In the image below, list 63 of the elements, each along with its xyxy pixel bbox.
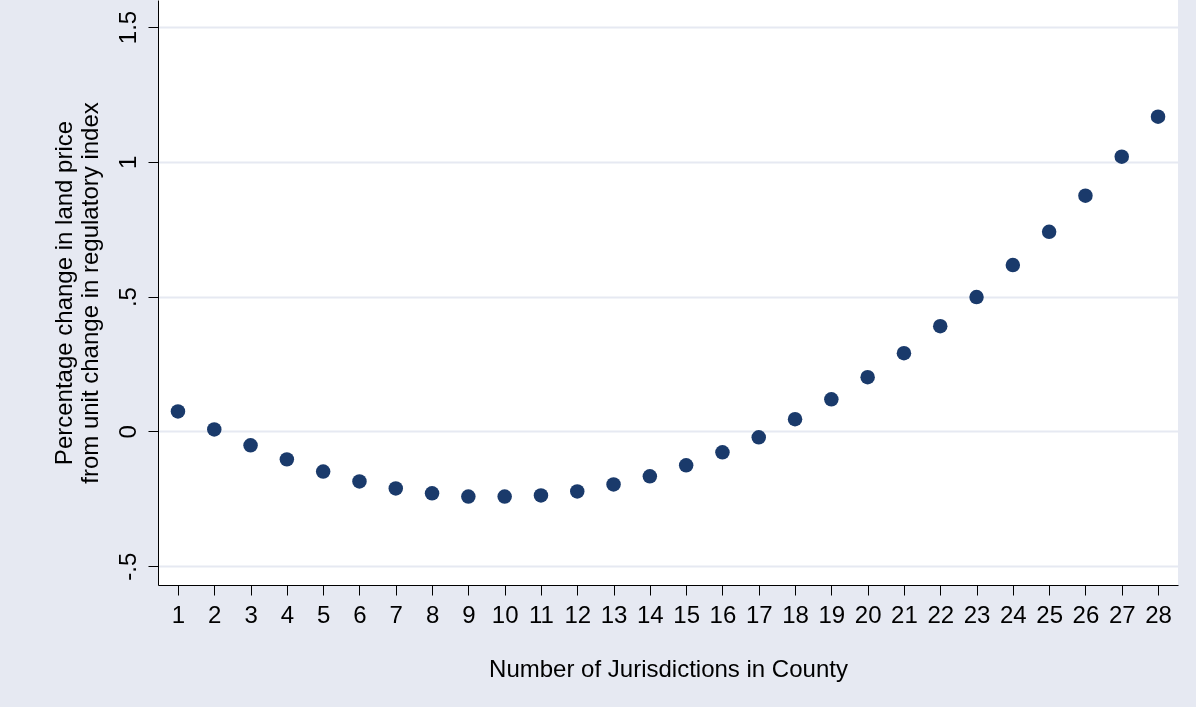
x-tick-label: 6 <box>353 600 367 628</box>
point <box>243 438 258 453</box>
x-tick-label: 18 <box>782 600 809 628</box>
x-tick-label: 2 <box>208 600 222 628</box>
x-tick-label: 4 <box>280 600 295 628</box>
point <box>570 484 585 499</box>
point <box>497 489 512 504</box>
x-tick-label: 20 <box>854 600 882 628</box>
x-tick-label: 16 <box>709 600 737 628</box>
y-tick-label: 0 <box>113 425 141 439</box>
point <box>533 488 549 503</box>
point <box>860 369 875 385</box>
point <box>751 430 766 445</box>
point <box>279 452 295 467</box>
point <box>315 464 331 479</box>
y-tick-label: 1 <box>113 155 141 169</box>
point <box>1005 257 1021 273</box>
x-tick-label: 10 <box>491 600 519 628</box>
x-tick-label: 3 <box>244 600 258 628</box>
x-tick-label: 7 <box>389 600 403 628</box>
point <box>824 392 839 407</box>
point <box>787 411 803 427</box>
x-tick-label: 15 <box>673 600 700 628</box>
x-tick-label: 28 <box>1145 600 1172 628</box>
point <box>170 404 186 419</box>
point <box>352 474 367 489</box>
x-tick-label: 27 <box>1108 600 1136 628</box>
x-tick-label: 26 <box>1072 600 1100 628</box>
point <box>1114 149 1129 164</box>
x-tick-label: 11 <box>528 600 554 628</box>
point <box>715 445 730 460</box>
x-tick-label: 1 <box>171 600 186 628</box>
x-tick-label: 25 <box>1036 600 1063 628</box>
point <box>1078 188 1093 203</box>
x-tick-label: 14 <box>637 600 664 628</box>
point <box>896 345 912 361</box>
x-tick-label: 19 <box>818 600 846 628</box>
y-axis-title: Percentage change in land price from unit change in regulatory index <box>49 102 103 484</box>
x-tick-label: 24 <box>999 600 1027 628</box>
point <box>207 422 222 437</box>
x-tick-label: 12 <box>564 600 592 628</box>
point <box>388 481 403 496</box>
x-tick-label: 17 <box>745 600 773 628</box>
point <box>1041 224 1057 240</box>
y-tick-label: -.5 <box>113 552 141 581</box>
x-tick-label: 21 <box>891 600 918 628</box>
x-tick-label: 5 <box>316 600 331 628</box>
y-tick-label: 1.5 <box>113 10 141 45</box>
point <box>606 477 621 492</box>
x-axis-title: Number of Jurisdictions in County <box>489 654 848 682</box>
x-tick-label: 9 <box>462 600 476 628</box>
y-tick-label: .5 <box>113 287 141 308</box>
point <box>461 489 476 504</box>
x-tick-label: 22 <box>927 600 955 628</box>
point <box>678 458 694 473</box>
point <box>969 289 984 305</box>
x-tick-label: 13 <box>600 600 628 628</box>
point <box>642 469 658 484</box>
x-tick-label: 8 <box>425 600 440 628</box>
point <box>1150 109 1166 124</box>
point <box>933 318 948 334</box>
point <box>424 486 440 501</box>
x-tick-label: 23 <box>963 600 991 628</box>
